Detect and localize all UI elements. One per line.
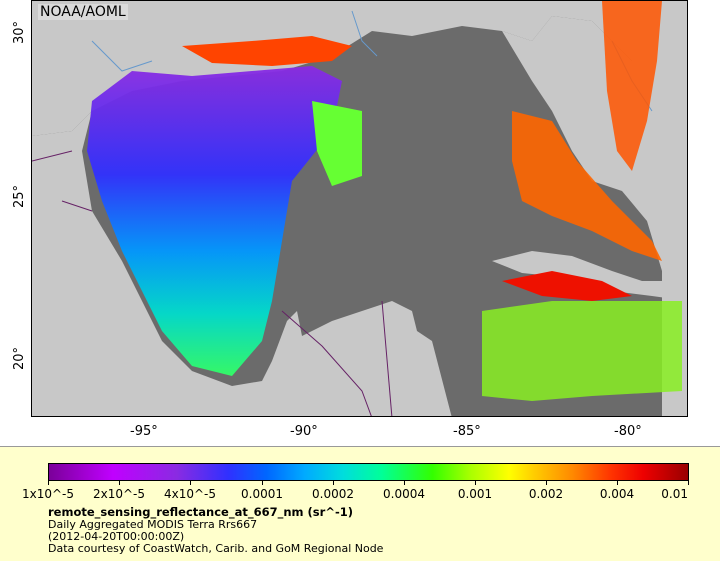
colorbar-label: 0.01 <box>661 487 688 501</box>
variable-title: remote_sensing_reflectance_at_667_nm (sr… <box>48 505 353 519</box>
colorbar-label: 0.002 <box>528 487 564 501</box>
colorbar-label: 0.004 <box>599 487 635 501</box>
land-mexico <box>32 111 452 416</box>
map-canvas <box>32 1 687 416</box>
x-tick-80: -80° <box>614 424 642 439</box>
data-swath-caribbean <box>482 301 682 401</box>
data-swath-florida-east <box>602 1 662 171</box>
data-swath-northern-coast <box>182 36 352 66</box>
dataset-description: Daily Aggregated MODIS Terra Rrs667 <box>48 518 258 531</box>
colorbar-label: 0.0004 <box>383 487 425 501</box>
colorbar-label: 0.0001 <box>241 487 283 501</box>
data-swath-central-green <box>312 101 362 186</box>
colorbar-label: 4x10^-5 <box>163 487 217 501</box>
data-swath-western-gulf <box>87 66 342 376</box>
land-us-gulf-coast <box>32 1 687 136</box>
x-tick-95: -95° <box>130 424 158 439</box>
colorbar-label: 1x10^-5 <box>21 487 75 501</box>
y-tick-30: 30° <box>12 20 27 44</box>
colorbar-label: 2x10^-5 <box>92 487 146 501</box>
dataset-timestamp: (2012-04-20T00:00:00Z) <box>48 530 185 543</box>
colorbar-label: 0.001 <box>457 487 493 501</box>
y-tick-20: 20° <box>12 346 27 370</box>
land-cuba <box>492 251 687 301</box>
x-tick-90: -90° <box>290 424 318 439</box>
y-tick-25: 25° <box>12 184 27 208</box>
data-swath-florida-shelf <box>512 111 662 261</box>
colorbar <box>48 463 689 481</box>
map-area <box>31 0 688 417</box>
colorbar-label: 0.0002 <box>312 487 354 501</box>
data-swath-cuba-coast <box>502 271 632 301</box>
x-tick-85: -85° <box>453 424 481 439</box>
data-credit: Data courtesy of CoastWatch, Carib. and … <box>48 542 384 555</box>
watermark: NOAA/AOML <box>38 4 128 20</box>
